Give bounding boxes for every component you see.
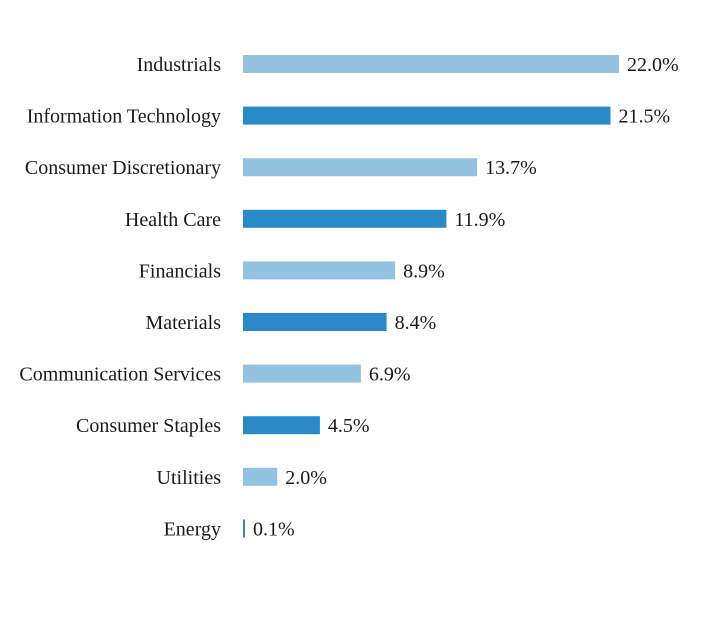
category-label-communication-services: Communication Services [19,364,221,386]
bars-group [243,55,619,538]
category-label-industrials: Industrials [137,54,222,76]
category-label-materials: Materials [145,312,221,334]
bar-industrials [243,55,619,73]
bar-financials [243,261,396,280]
category-label-consumer-discretionary: Consumer Discretionary [25,157,221,179]
value-label-materials: 8.4% [395,312,437,334]
bar-consumer-discretionary [243,158,478,177]
bar-communication-services [243,364,361,383]
bar-consumer-staples [243,416,320,435]
value-label-consumer-staples: 4.5% [328,415,370,437]
value-label-financials: 8.9% [403,260,445,282]
value-label-utilities: 2.0% [285,467,327,489]
category-label-financials: Financials [139,260,221,282]
bar-information-technology [243,106,611,125]
value-label-consumer-discretionary: 13.7% [485,157,537,179]
value-label-energy: 0.1% [253,518,295,540]
category-label-information-technology: Information Technology [27,106,221,128]
value-label-health-care: 11.9% [454,209,505,231]
bar-utilities [243,467,278,486]
bar-health-care [243,209,447,228]
bar-materials [243,313,387,331]
bar-energy [243,519,245,538]
category-labels-group: Industrials Information Technology Consume… [19,54,221,540]
value-labels-group: 22.0% 21.5% 13.7% 11.9% 8.9% 8.4% 6.9% 4.5% 2.0%… [253,54,679,540]
category-label-utilities: Utilities [157,467,222,489]
category-label-consumer-staples: Consumer Staples [76,415,221,437]
value-label-industrials: 22.0% [627,54,679,76]
category-label-energy: Energy [164,518,221,540]
category-label-health-care: Health Care [125,209,221,231]
value-label-information-technology: 21.5% [619,106,671,128]
value-label-communication-services: 6.9% [369,364,411,386]
